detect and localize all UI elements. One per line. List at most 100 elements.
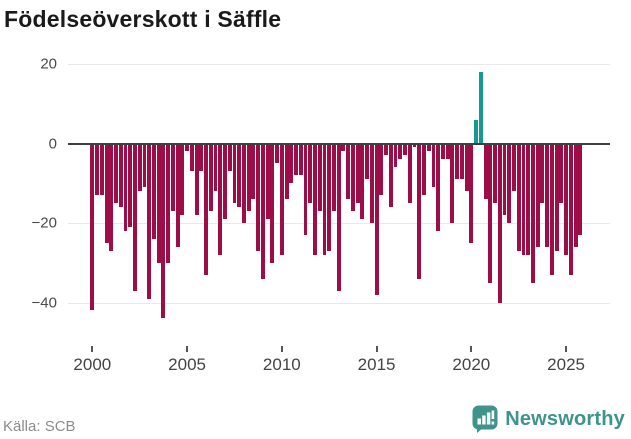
quarter-bar [507,143,512,223]
quarter-bar [493,143,497,204]
quarter-bar [365,143,370,180]
quarter-bar [166,143,171,263]
quarter-bar [175,143,180,247]
x-axis-tick-label: 2025 [547,355,586,374]
quarter-bar [218,143,223,255]
x-axis-tick-label: 2020 [452,355,491,374]
quarter-bar [512,143,516,192]
quarter-bar [265,143,270,220]
quarter-bar [502,143,507,216]
quarter-bar [488,143,493,283]
quarter-bar [137,143,142,192]
quarter-bar [237,143,242,208]
y-axis-tick-label: 0 [48,135,57,152]
quarter-bar [251,143,256,200]
quarter-bar [208,143,213,212]
quarter-bar [554,143,559,251]
quarter-bar [313,143,317,255]
quarter-bar [275,143,280,164]
quarter-bar [123,143,128,231]
quarter-bar [161,143,166,319]
quarter-bar [270,143,275,263]
quarter-bar [223,143,227,220]
quarter-bar [360,143,365,220]
quarter-bar [189,143,194,172]
quarter-bar [559,143,564,204]
quarter-bar [109,143,114,251]
quarter-bar [422,143,426,196]
x-axis-tick [91,346,94,352]
quarter-bar [530,143,535,283]
newsworthy-logo-icon [472,405,498,433]
quarter-bar [573,143,578,247]
quarter-bar [303,143,308,235]
quarter-bar [455,143,460,180]
zero-axis-line [68,142,610,145]
quarter-bar [407,143,412,204]
gridline-y-40 [68,302,610,304]
x-axis-tick [565,346,568,352]
quarter-bar [308,143,313,204]
quarter-bar [322,143,327,255]
quarter-bar [336,143,341,291]
quarter-bar [426,143,431,152]
y-axis-tick-label: −40 [31,294,57,311]
x-axis-tick-label: 2000 [73,355,112,374]
quarter-bar [104,143,109,243]
quarter-bar [256,143,261,251]
quarter-bar [118,143,123,208]
quarter-bar [436,143,441,231]
quarter-bar [388,143,393,208]
y-axis-tick-label: 20 [40,55,57,73]
quarter-bar [450,143,455,223]
quarter-bar [540,143,545,204]
y-axis-tick-label: −20 [31,214,57,232]
quarter-bar [350,143,355,212]
quarter-bar [114,143,118,204]
quarter-bar [445,143,450,160]
quarter-bar [412,143,417,148]
brand-name: Newsworthy [505,407,625,430]
quarter-bar [147,143,152,299]
quarter-bar [398,143,403,160]
quarter-bar [568,143,573,275]
quarter-bar [298,143,303,176]
quarter-bar [374,143,379,295]
x-axis-tick-label: 2015 [357,355,396,374]
quarter-bar [294,143,298,176]
quarter-bar [99,143,104,196]
quarter-bar [535,143,540,247]
quarter-bar [578,143,583,235]
quarter-bar [156,143,161,263]
quarter-bar [213,143,218,192]
quarter-bar [284,143,289,200]
quarter-bar [393,143,398,168]
quarter-bar [459,143,464,180]
quarter-bar [403,143,407,156]
quarter-bar [279,143,284,255]
x-axis-tick [280,346,283,352]
quarter-bar [227,143,232,172]
quarter-bar [384,143,389,156]
quarter-bar [369,143,374,223]
x-axis-tick [186,346,189,352]
quarter-bar [246,143,251,212]
quarter-bar [516,143,521,251]
quarter-bar [379,143,384,196]
quarter-bar [497,143,502,303]
quarter-bar [464,143,469,192]
quarter-bar [170,143,175,212]
x-axis-tick [375,346,378,352]
quarter-bar [185,143,190,152]
quarter-bar [355,143,360,204]
x-axis-tick-label: 2005 [168,355,207,374]
quarter-bar [199,143,204,172]
quarter-bar [151,143,156,239]
quarter-bar [180,143,185,216]
quarter-bar [478,71,483,144]
quarter-bar [440,143,445,160]
quarter-bar [95,143,100,196]
quarter-bar [194,143,199,216]
quarter-bar [232,143,237,204]
